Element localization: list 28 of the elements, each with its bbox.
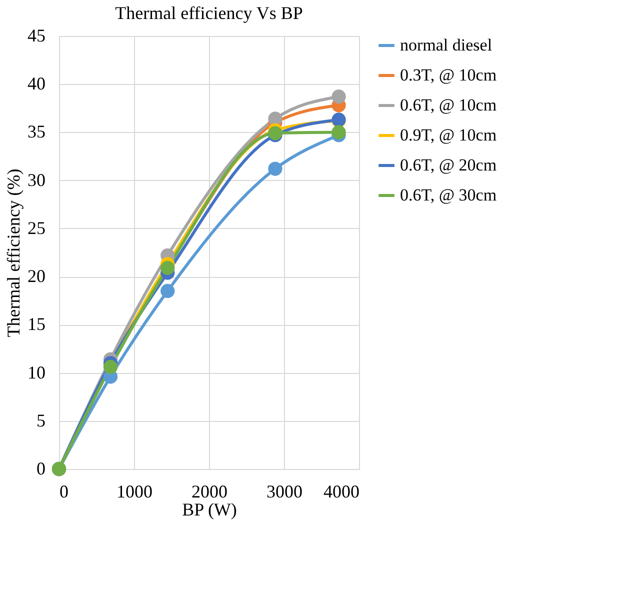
x-tick-label: 0 <box>60 482 68 502</box>
y-tick-label: 20 <box>28 266 46 286</box>
legend-label: 0.6T, @ 10cm <box>400 96 497 114</box>
point <box>160 284 175 298</box>
y-tick-label: 5 <box>36 410 46 430</box>
x-tick-label: 3000 <box>266 482 302 502</box>
legend-label: 0.6T, @ 20cm <box>400 156 497 174</box>
x-tick-label: 4000 <box>324 482 360 502</box>
y-axis-title: Thermal efficiency (%) <box>4 168 24 338</box>
y-tick-label: 45 <box>28 26 46 46</box>
legend-label: 0.9T, @ 10cm <box>400 126 497 144</box>
point <box>332 90 346 104</box>
legend-label: 0.3T, @ 10cm <box>400 66 497 84</box>
x-tick-label: 2000 <box>192 482 228 502</box>
legend-label: 0.6T, @ 30cm <box>400 186 497 204</box>
point <box>332 125 346 140</box>
legend-label: normal diesel <box>400 36 492 54</box>
y-tick-label: 10 <box>28 362 46 382</box>
point <box>268 162 282 176</box>
y-tick-label: 35 <box>28 122 46 142</box>
y-tick-label: 25 <box>28 218 46 238</box>
y-tick-label: 30 <box>28 170 46 190</box>
y-tick-label: 15 <box>28 314 46 334</box>
y-tick-label: 40 <box>28 74 46 94</box>
chart-title: Thermal efficiency Vs BP <box>115 3 303 23</box>
x-tick-label: 1000 <box>116 482 152 502</box>
x-axis-title: BP (W) <box>182 500 237 520</box>
y-tick-label: 0 <box>36 458 46 478</box>
